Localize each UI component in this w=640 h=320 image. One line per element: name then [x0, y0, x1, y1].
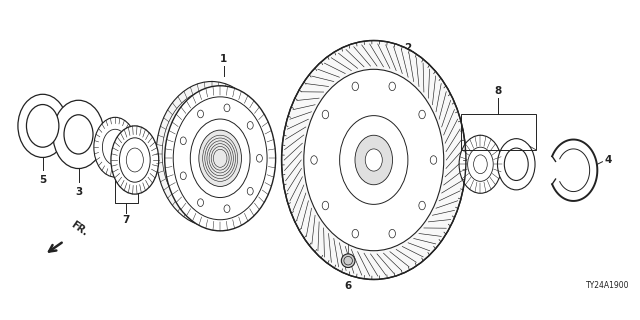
Ellipse shape	[352, 229, 358, 238]
Ellipse shape	[156, 82, 267, 227]
Ellipse shape	[53, 100, 104, 169]
Ellipse shape	[126, 148, 143, 172]
Text: 6: 6	[344, 281, 352, 291]
Text: TY24A1900: TY24A1900	[586, 281, 630, 290]
Ellipse shape	[282, 41, 466, 279]
Ellipse shape	[247, 188, 253, 195]
Ellipse shape	[430, 156, 436, 164]
Text: 3: 3	[75, 187, 82, 197]
Ellipse shape	[341, 254, 355, 268]
Text: 7: 7	[123, 215, 130, 226]
Text: 2: 2	[404, 43, 412, 53]
Ellipse shape	[164, 86, 276, 231]
Ellipse shape	[224, 205, 230, 212]
Ellipse shape	[419, 201, 426, 210]
Ellipse shape	[198, 110, 204, 118]
Ellipse shape	[340, 116, 408, 204]
Text: 8: 8	[495, 86, 502, 96]
Ellipse shape	[389, 82, 396, 91]
Ellipse shape	[322, 110, 329, 119]
Text: 4: 4	[604, 155, 612, 165]
Ellipse shape	[180, 137, 186, 145]
Ellipse shape	[504, 148, 528, 180]
Ellipse shape	[497, 139, 535, 190]
Ellipse shape	[94, 117, 136, 177]
Ellipse shape	[474, 155, 487, 174]
Ellipse shape	[64, 115, 93, 154]
Text: 1: 1	[220, 54, 227, 64]
Ellipse shape	[198, 199, 204, 206]
Ellipse shape	[355, 135, 392, 185]
Ellipse shape	[180, 172, 186, 180]
Ellipse shape	[18, 94, 67, 157]
Ellipse shape	[111, 126, 159, 194]
Ellipse shape	[322, 201, 329, 210]
Ellipse shape	[190, 119, 250, 197]
Ellipse shape	[199, 130, 241, 187]
Ellipse shape	[162, 90, 261, 218]
Ellipse shape	[419, 110, 426, 119]
Ellipse shape	[352, 82, 358, 91]
Ellipse shape	[459, 135, 502, 193]
Ellipse shape	[173, 97, 267, 220]
Ellipse shape	[257, 155, 262, 162]
Ellipse shape	[365, 149, 382, 171]
Text: FR.: FR.	[69, 219, 90, 238]
Ellipse shape	[224, 104, 230, 112]
Ellipse shape	[389, 229, 396, 238]
Ellipse shape	[120, 138, 150, 182]
Ellipse shape	[26, 105, 59, 147]
Ellipse shape	[311, 156, 317, 164]
Ellipse shape	[247, 122, 253, 129]
Bar	[461, 114, 536, 150]
Ellipse shape	[304, 69, 444, 251]
Text: 5: 5	[39, 175, 46, 185]
Ellipse shape	[468, 147, 493, 181]
Ellipse shape	[102, 129, 128, 165]
